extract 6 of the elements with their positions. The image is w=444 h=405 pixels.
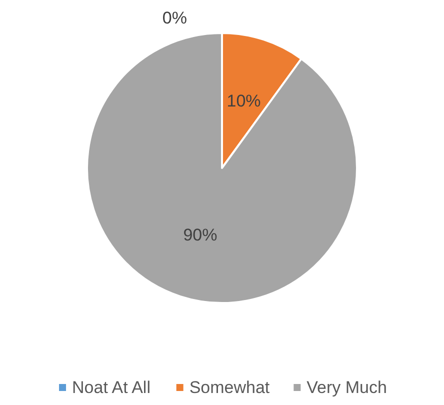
legend-label: Very Much <box>306 378 387 397</box>
legend-label: Noat At All <box>72 378 150 397</box>
legend-label: Somewhat <box>189 378 270 397</box>
text: 0% <box>162 8 187 28</box>
data-label: 10% <box>226 91 261 110</box>
data-label: 90% <box>183 226 218 245</box>
